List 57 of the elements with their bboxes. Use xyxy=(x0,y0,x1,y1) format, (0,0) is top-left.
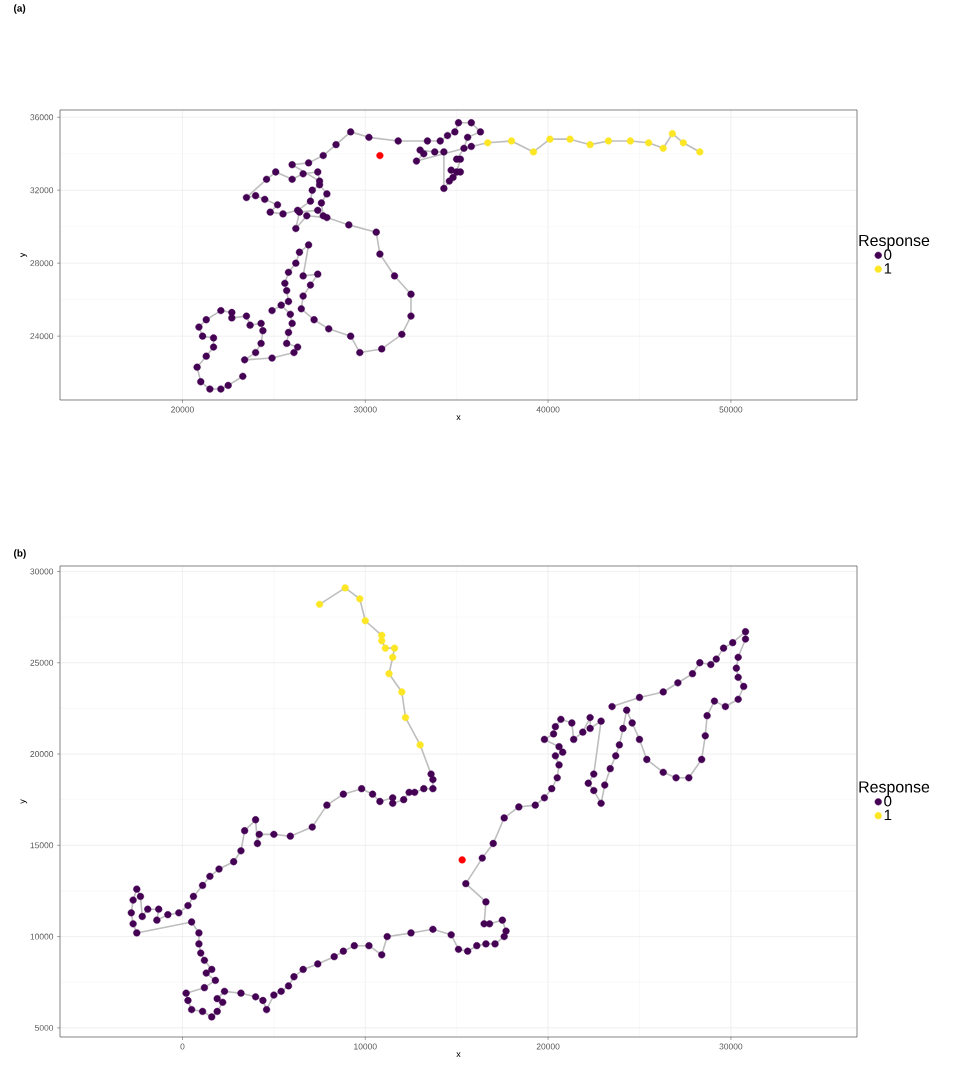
x-tick-label: 20000 xyxy=(171,406,194,413)
point xyxy=(458,856,466,864)
point xyxy=(361,617,369,625)
y-tick-label: 25000 xyxy=(30,659,54,666)
point xyxy=(679,139,687,147)
legend-label: 0 xyxy=(884,249,892,260)
legend-label: 1 xyxy=(884,263,892,274)
point xyxy=(529,148,538,156)
y-tick-label: 28000 xyxy=(30,260,54,267)
point xyxy=(356,595,364,603)
x-tick-label: 10000 xyxy=(354,1043,377,1050)
x-tick-label: 50000 xyxy=(719,406,743,413)
point xyxy=(566,135,574,143)
y-tick-label: 24000 xyxy=(30,333,54,340)
point xyxy=(378,637,386,645)
point xyxy=(507,137,516,145)
legend-label: 0 xyxy=(884,795,892,807)
point xyxy=(645,139,653,147)
x-tick-label: 30000 xyxy=(719,1043,743,1050)
y-tick-label: 10000 xyxy=(30,933,54,940)
y-tick-label: 20000 xyxy=(30,751,54,758)
x-tick-label: 40000 xyxy=(536,406,560,413)
y-axis-title: y xyxy=(20,799,28,804)
y-tick-label: 32000 xyxy=(30,187,54,194)
point xyxy=(381,644,389,652)
point xyxy=(668,130,676,138)
point xyxy=(586,141,594,149)
point xyxy=(626,137,634,145)
point xyxy=(604,137,612,145)
y-tick-label: 30000 xyxy=(30,568,54,575)
legend-title: Response xyxy=(859,781,930,796)
legend-label: 1 xyxy=(884,809,892,821)
y-tick-label: 15000 xyxy=(30,842,54,849)
point xyxy=(696,148,704,156)
x-tick-label: 30000 xyxy=(353,406,377,413)
point xyxy=(315,600,324,608)
y-tick-label: 36000 xyxy=(30,114,54,121)
chart-title: (a) xyxy=(14,4,26,14)
x-tick-label: 20000 xyxy=(536,1043,560,1050)
x-axis-title: x xyxy=(456,1052,461,1058)
chart-title: (b) xyxy=(14,549,26,559)
legend-title: Response xyxy=(859,234,930,250)
y-tick-label: 5000 xyxy=(34,1024,54,1031)
x-tick-label: 0 xyxy=(180,1043,185,1050)
y-axis-title: y xyxy=(20,252,28,258)
point xyxy=(416,741,424,749)
x-axis-title: x xyxy=(456,415,461,421)
point xyxy=(376,152,384,160)
point xyxy=(659,144,667,152)
point xyxy=(389,653,397,661)
point xyxy=(390,644,399,652)
point xyxy=(341,584,349,592)
point xyxy=(398,688,406,696)
point xyxy=(385,670,393,678)
point xyxy=(401,713,410,722)
point xyxy=(546,135,554,143)
point xyxy=(484,139,492,147)
